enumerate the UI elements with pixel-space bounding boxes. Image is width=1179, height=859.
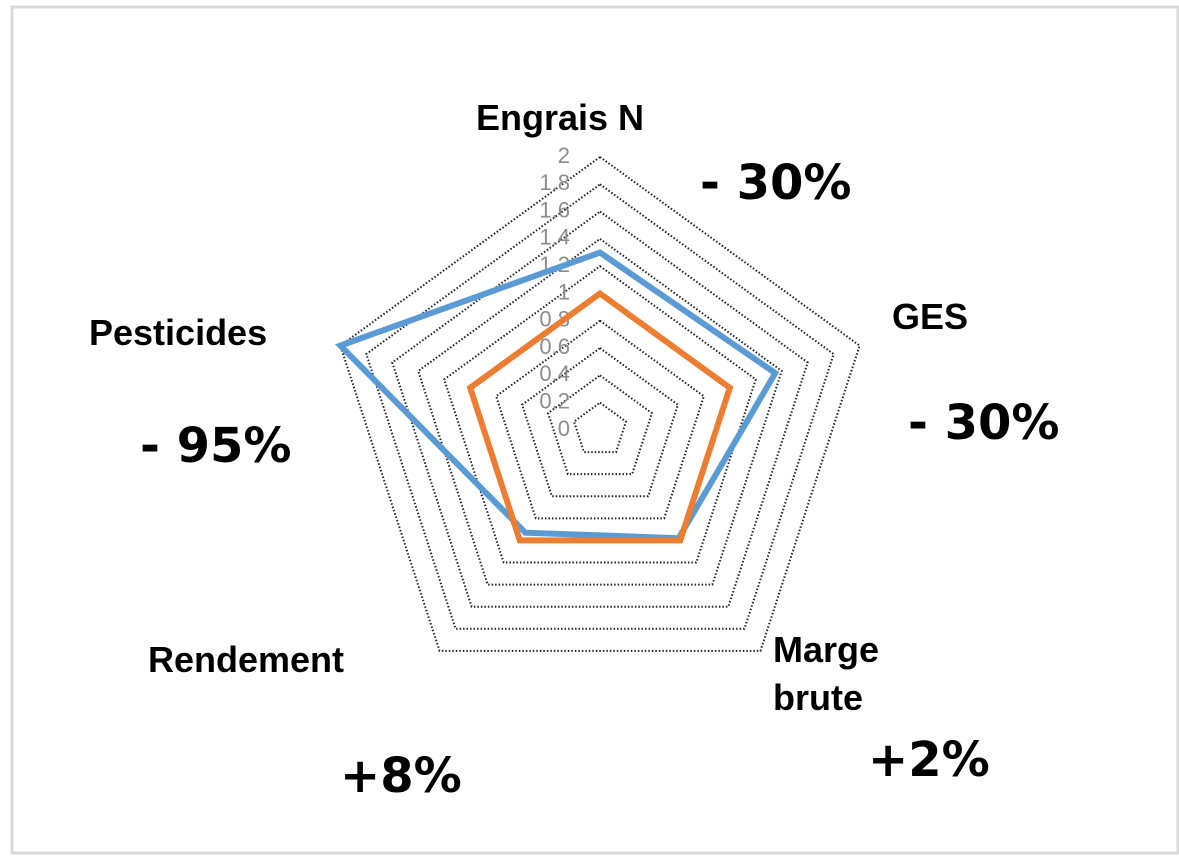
grid-ring [444, 266, 756, 562]
tick-label: 1 [558, 279, 570, 304]
series-line [470, 294, 730, 541]
tick-label: 2 [558, 143, 570, 168]
category-label: Marge brute [773, 626, 913, 722]
tick-label: 1.6 [539, 197, 570, 222]
tick-label: 1.4 [539, 225, 570, 250]
category-label: Engrais N [476, 94, 644, 142]
tick-label: 0.4 [539, 361, 570, 386]
tick-label: 1.8 [539, 170, 570, 195]
category-label: Rendement [148, 636, 344, 684]
annotation: +2% [868, 732, 990, 788]
category-label: GES [892, 293, 968, 341]
annotation: - 95% [140, 418, 292, 474]
tick-label: 0.2 [539, 389, 570, 414]
tick-label: 0 [558, 416, 570, 441]
category-label: Pesticides [89, 309, 267, 357]
grid-ring [574, 403, 626, 452]
page: 00.20.40.60.811.21.41.61.82 Engrais NGES… [0, 0, 1179, 859]
annotation: - 30% [700, 155, 852, 211]
annotation: +8% [340, 748, 462, 804]
annotation: - 30% [908, 395, 1060, 451]
